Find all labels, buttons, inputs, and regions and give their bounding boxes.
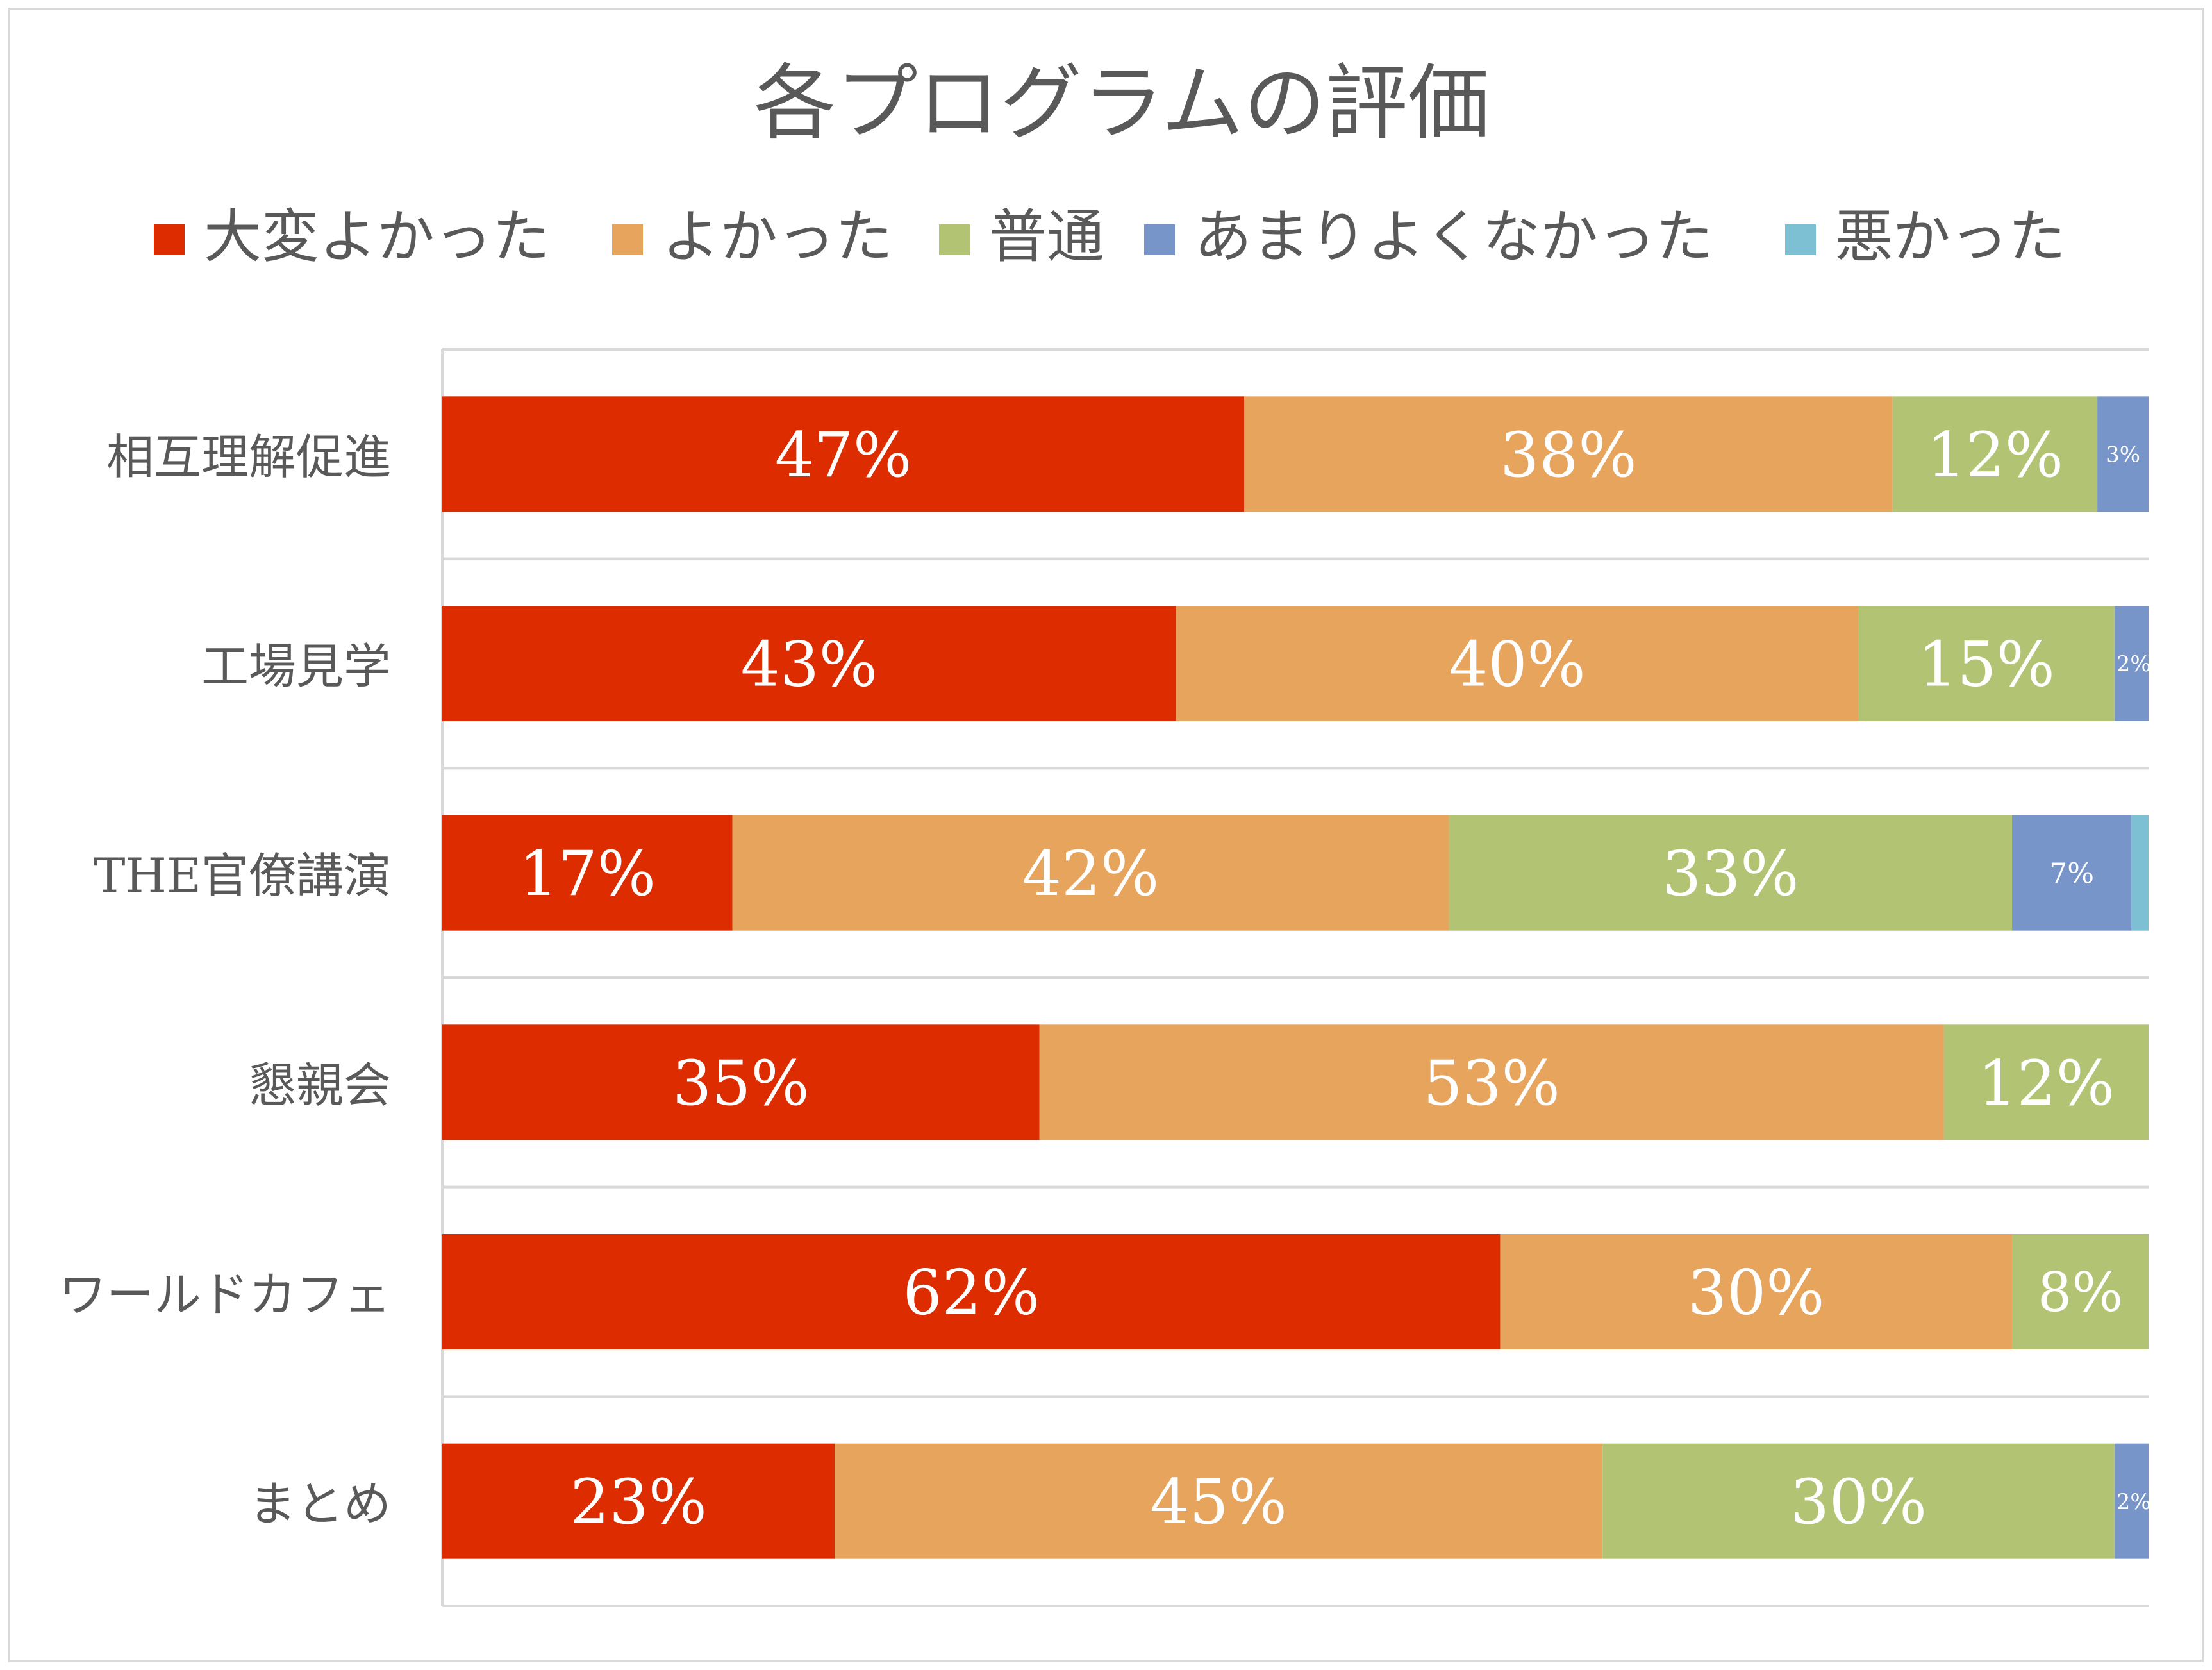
bar-segment [442,1443,835,1559]
legend-swatch-1 [612,224,643,255]
data-label: 42% [1022,838,1159,910]
bar-segment [732,815,1449,931]
data-label: 12% [1927,419,2063,491]
legend: 大変よかった よかった 普通 あまりよくなかった 悪かった [154,203,2066,271]
legend-label-3: あまりよくなかった [1194,203,1713,271]
data-label: 12% [1978,1048,2115,1119]
bar-segment [1039,1024,1944,1140]
data-label: 15% [1918,629,2054,701]
legend-swatch-3 [1144,224,1175,255]
legend-label-0: 大変よかった [204,203,550,271]
data-label: 53% [1423,1048,1559,1119]
bar-segment [2097,396,2149,512]
data-label: 3% [2106,442,2140,468]
legend-swatch-4 [1785,224,1816,255]
data-labels: 47% 38% 12% 3% 43% 40% 15% 2% 17% 42% 33% 7% 35% 53% 1… [519,419,2151,1538]
bar-segment [442,606,1176,721]
data-label: 38% [1500,419,1636,491]
grid-lines [441,348,2149,1607]
bar-segment [2114,606,2149,721]
data-label: 35% [672,1048,809,1119]
legend-label-4: 悪かった [1835,203,2066,271]
bar-segment [1943,1024,2149,1140]
bar-segment [442,815,733,931]
legend-swatch-2 [939,224,970,255]
category-label: まとめ [249,1477,391,1532]
bar-segment [1602,1443,2115,1559]
bar-segment [1858,606,2115,721]
data-label: 62% [903,1257,1040,1329]
bars [442,396,2149,1559]
bar-segment [2114,1443,2149,1559]
bar-segment [442,1234,1501,1349]
bar-segment [2131,815,2149,931]
category-label: 工場見学 [201,639,391,694]
legend-label-1: よかった [662,203,893,271]
legend-label-2: 普通 [989,203,1104,271]
category-label: THE官僚講演 [94,849,391,904]
data-label: 40% [1449,629,1585,701]
bar-segment [442,1024,1040,1140]
category-label: 懇親会 [249,1058,391,1113]
data-label: 2% [2116,1489,2151,1515]
bar-segment [2012,1234,2149,1349]
data-label: 45% [1151,1466,1287,1538]
category-label: ワールドカフェ [59,1267,391,1323]
data-label: 43% [741,629,877,701]
bar-segment [835,1443,1603,1559]
bar-segment [442,396,1245,512]
bar-segment [2012,815,2132,931]
bar-segment [1176,606,1859,721]
data-label: 30% [1790,1466,1927,1538]
bar-segment [1500,1234,2013,1349]
data-label: 23% [570,1466,706,1538]
data-label: 33% [1662,838,1799,910]
data-label: 47% [775,419,911,491]
bar-segment [1244,396,1893,512]
data-label: 8% [2038,1261,2123,1324]
data-label: 7% [2049,858,2094,890]
category-label: 相互理解促進 [106,430,391,485]
chart-title: 各プログラムの評価 [754,56,1490,151]
data-label: 2% [2116,651,2151,677]
data-label: 17% [519,838,656,910]
legend-swatch-0 [154,224,185,255]
bar-segment [1892,396,2098,512]
bar-segment [1449,815,2013,931]
data-label: 30% [1688,1257,1824,1329]
